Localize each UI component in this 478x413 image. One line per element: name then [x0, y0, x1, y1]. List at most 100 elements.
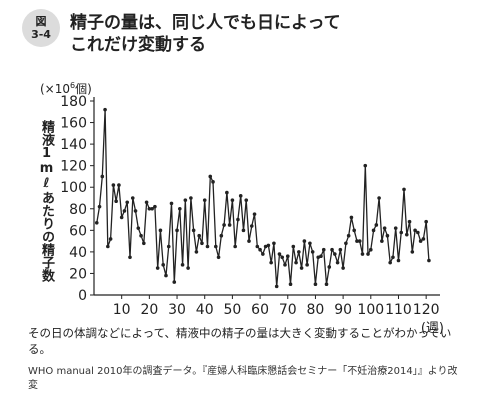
- data-point: [238, 194, 243, 198]
- data-point: [125, 200, 130, 205]
- data-point: [178, 206, 182, 211]
- y-tick-label: 40: [69, 245, 87, 261]
- figure-title-line-2: これだけ変動する: [70, 35, 206, 55]
- data-point: [404, 232, 409, 237]
- data-point: [202, 198, 207, 202]
- data-point: [164, 273, 168, 278]
- y-tick-label: 120: [60, 159, 87, 175]
- y-tick-label: 60: [69, 223, 87, 239]
- data-point: [241, 228, 246, 233]
- data-point: [357, 239, 362, 243]
- data-point: [186, 266, 190, 270]
- data-point: [266, 243, 271, 248]
- data-point: [158, 228, 163, 233]
- data-point: [211, 180, 215, 184]
- data-point: [421, 237, 426, 241]
- data-point: [244, 198, 249, 202]
- data-point: [139, 233, 143, 238]
- y-axis-label: 精液1mℓあたりの精子数: [39, 120, 54, 282]
- data-point: [133, 209, 138, 213]
- y-tick-label: 20: [69, 266, 87, 282]
- x-tick-label: 100: [357, 302, 384, 318]
- y-tick-label: 0: [78, 288, 87, 304]
- figure-badge-label: 図: [35, 15, 47, 28]
- y-unit-prefix: (×10: [40, 82, 71, 96]
- data-point: [330, 247, 334, 252]
- data-point: [363, 163, 368, 168]
- data-point: [233, 244, 237, 249]
- data-point: [377, 196, 381, 200]
- data-point: [277, 252, 282, 256]
- data-point: [213, 244, 218, 249]
- y-tick-label: 100: [60, 180, 87, 196]
- data-point: [382, 226, 387, 230]
- data-point: [117, 183, 121, 187]
- data-point: [399, 230, 404, 235]
- data-point: [427, 258, 431, 263]
- data-point: [402, 187, 406, 192]
- data-point: [338, 247, 343, 252]
- data-point: [346, 233, 351, 238]
- data-point: [205, 244, 210, 249]
- y-tick-label: 140: [60, 137, 87, 153]
- data-point: [333, 252, 337, 256]
- data-point: [396, 258, 401, 263]
- data-point: [349, 215, 354, 220]
- data-point: [97, 204, 102, 209]
- data-point: [255, 244, 260, 249]
- data-point: [230, 198, 235, 202]
- data-point: [100, 174, 105, 179]
- data-point: [285, 254, 290, 258]
- data-point: [388, 260, 392, 265]
- data-point: [272, 241, 276, 246]
- data-point: [407, 219, 412, 224]
- data-point: [310, 250, 315, 254]
- data-point: [360, 252, 365, 256]
- x-tick-label: 120: [413, 302, 440, 318]
- data-point: [335, 260, 340, 265]
- x-tick-label: 110: [385, 302, 412, 318]
- data-point: [418, 239, 423, 243]
- data-point: [247, 239, 251, 243]
- data-point: [197, 233, 201, 238]
- data-point: [106, 244, 110, 249]
- data-point: [189, 196, 193, 200]
- x-tick-label: 90: [334, 302, 352, 318]
- data-point: [172, 280, 177, 284]
- data-point: [297, 250, 301, 254]
- data-point: [169, 201, 174, 206]
- data-point: [269, 260, 273, 265]
- data-point: [119, 215, 124, 220]
- data-point: [341, 266, 345, 270]
- data-point: [424, 219, 428, 224]
- data-point: [103, 107, 107, 112]
- y-tick-label: 180: [60, 94, 87, 110]
- y-tick-label: 160: [60, 116, 87, 132]
- data-point: [308, 241, 312, 246]
- data-point: [324, 282, 329, 287]
- data-point: [94, 220, 99, 225]
- data-point: [366, 252, 370, 256]
- data-point: [153, 204, 157, 209]
- figure-number-badge: 図 3-4: [22, 9, 60, 47]
- data-point: [283, 263, 287, 267]
- data-point: [410, 250, 415, 254]
- data-point: [299, 266, 304, 270]
- x-tick-label: 80: [307, 302, 325, 318]
- data-point: [274, 284, 279, 289]
- data-point: [144, 200, 149, 205]
- y-axis-unit: (×106個): [40, 80, 92, 97]
- data-point: [147, 206, 152, 211]
- figure-source-note: WHO manual 2010年の調査データ。『産婦人科臨床懇話会セミナー「不妊…: [28, 366, 458, 391]
- x-tick-label: 10: [113, 302, 131, 318]
- data-point: [194, 250, 199, 254]
- data-point: [130, 196, 135, 200]
- data-point: [227, 223, 232, 227]
- data-point: [371, 228, 376, 233]
- x-tick-label: 20: [140, 302, 158, 318]
- data-point: [355, 239, 359, 243]
- data-point: [249, 224, 254, 228]
- data-point: [252, 212, 257, 216]
- data-point: [380, 239, 384, 243]
- data-point: [128, 255, 132, 260]
